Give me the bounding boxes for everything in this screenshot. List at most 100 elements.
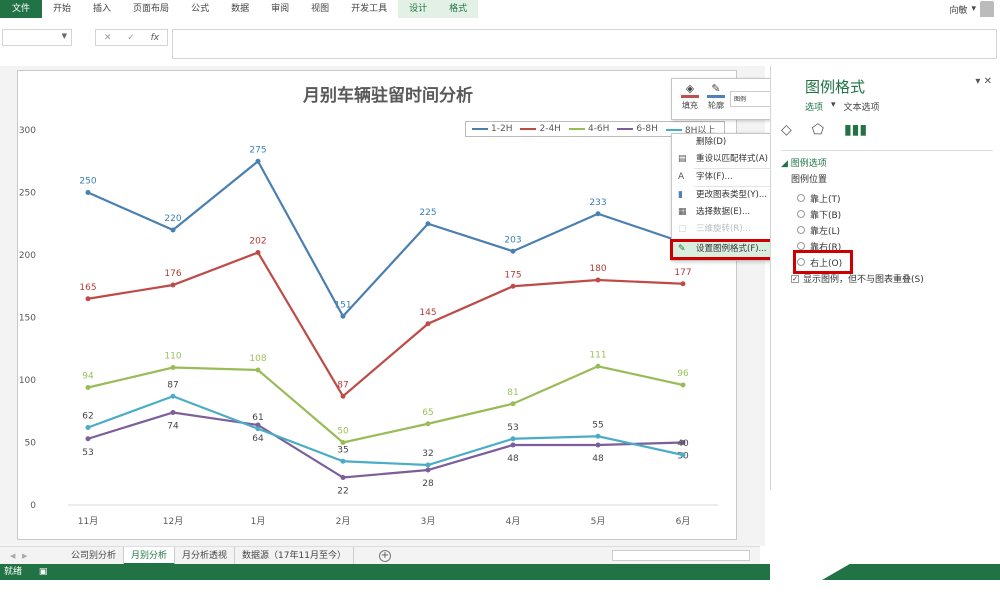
close-icon[interactable]: ▾ ✕ (975, 76, 992, 87)
tab-data[interactable]: 数据 (231, 4, 250, 14)
tab-developer[interactable]: 开发工具 (351, 4, 388, 14)
menu-item-delete[interactable]: 删除(D) (696, 137, 727, 147)
menu-item-select-data[interactable]: ▦ 选择数据(E)... (672, 204, 779, 221)
data-point[interactable] (170, 227, 176, 233)
data-point[interactable] (255, 422, 261, 428)
series-line[interactable] (87, 395, 684, 467)
tab-insert[interactable]: 插入 (93, 4, 112, 14)
data-point[interactable] (510, 401, 516, 407)
data-point[interactable] (425, 321, 431, 327)
menu-item-font[interactable]: A 字体(F)... (672, 169, 779, 186)
sheet-tab-monthly[interactable]: 月别分析 (124, 546, 176, 565)
data-point[interactable] (595, 277, 601, 283)
effects-pentagon-icon[interactable]: ⬠ (811, 122, 824, 138)
horizontal-scrollbar[interactable] (612, 550, 750, 561)
tab-view[interactable]: 视图 (311, 4, 330, 14)
user-account[interactable]: 向敏 ▾ (949, 0, 994, 18)
legend-item[interactable]: 1-2H (472, 124, 512, 134)
series-line[interactable] (87, 365, 684, 444)
data-point[interactable] (510, 248, 516, 254)
data-point[interactable] (85, 296, 91, 302)
legend-options-bar-icon[interactable]: ▮▮▮ (843, 122, 868, 138)
data-point[interactable] (680, 281, 686, 287)
data-point[interactable] (510, 283, 516, 289)
tab-legend-options[interactable]: 选项 (805, 103, 824, 113)
data-point[interactable] (255, 250, 261, 255)
data-point[interactable] (255, 426, 261, 432)
series-line[interactable] (87, 411, 684, 479)
radio-right[interactable]: 靠右(R) (797, 238, 849, 254)
fill-button[interactable]: ◈ 填充 (678, 82, 702, 111)
chart-title[interactable]: 月别车辆驻留时间分析 (303, 86, 473, 106)
data-point[interactable] (85, 385, 91, 390)
chart-plot-area[interactable]: 0 50 100 150 200 250 300 11月 12月 1月 2月 3月 4月 5月 6月 250 2… (18, 71, 738, 541)
sheet-tab-datasource[interactable]: 数据源（17年11月至今） (235, 546, 354, 565)
data-point[interactable] (425, 221, 431, 227)
sheet-tab-pivot[interactable]: 月分析透视 (175, 546, 236, 565)
data-point[interactable] (510, 436, 516, 442)
data-point[interactable] (680, 440, 686, 445)
chevron-down-icon[interactable]: ▾ (975, 76, 981, 87)
legend-item[interactable]: 4-6H (568, 124, 609, 134)
data-point[interactable] (340, 313, 346, 319)
tab-page-layout[interactable]: 页面布局 (133, 4, 170, 14)
outline-button[interactable]: ✎ 轮廓 (704, 82, 728, 111)
data-point[interactable] (680, 452, 686, 458)
macro-record-icon[interactable]: ▣ (38, 567, 48, 577)
tab-design[interactable]: 设计 (398, 0, 439, 18)
data-point[interactable] (85, 425, 91, 430)
tab-formulas[interactable]: 公式 (191, 4, 210, 14)
tab-review[interactable]: 审阅 (271, 4, 290, 14)
tab-home[interactable]: 开始 (53, 4, 72, 14)
tab-format[interactable]: 格式 (438, 0, 479, 18)
no-overlap-checkbox[interactable]: ✓ 显示图例，但不与图表重叠(S) (791, 274, 924, 285)
data-point[interactable] (255, 158, 261, 164)
radio-top-right[interactable]: 右上(O) (793, 250, 853, 274)
data-point[interactable] (85, 190, 91, 195)
data-point[interactable] (170, 410, 176, 415)
line-chart[interactable]: 月别车辆驻留时间分析 0 50 100 150 200 250 300 11月 12月 1月 2月 3… (17, 70, 737, 540)
add-sheet-icon[interactable]: + (378, 549, 391, 562)
fx-icon[interactable]: fx (150, 32, 160, 43)
fill-line-icon[interactable]: ◇ (781, 122, 792, 138)
name-box[interactable]: ▼ (2, 29, 72, 46)
data-point[interactable] (595, 433, 601, 439)
data-point[interactable] (170, 365, 176, 370)
enter-icon[interactable]: ✓ (127, 32, 135, 43)
data-point[interactable] (340, 393, 346, 399)
sheet-tab-company[interactable]: 公司别分析 (64, 546, 125, 565)
data-point[interactable] (340, 458, 346, 464)
data-point[interactable] (425, 462, 431, 468)
legend-item[interactable]: 6-8H (617, 124, 658, 134)
data-point[interactable] (255, 367, 261, 373)
chart-legend[interactable]: 1-2H 2-4H 4-6H 6-8H 8H以上 (465, 121, 725, 137)
menu-item-format-legend[interactable]: ✎ 设置图例格式(F)... (670, 239, 781, 260)
data-point[interactable] (425, 467, 431, 473)
data-point[interactable] (595, 211, 601, 217)
tab-text-options[interactable]: 文本选项 (843, 103, 880, 113)
series-line[interactable] (87, 251, 684, 398)
menu-item-reset-style[interactable]: ▤ 重设以匹配样式(A) (672, 151, 779, 168)
series-line[interactable] (87, 159, 684, 319)
chevron-down-icon[interactable]: ▾ (831, 100, 836, 110)
data-point[interactable] (680, 382, 686, 388)
data-point[interactable] (425, 421, 431, 427)
data-point[interactable] (85, 436, 91, 442)
sheet-nav-arrows[interactable]: ◀ ▶ (10, 551, 28, 560)
data-point[interactable] (510, 442, 516, 448)
cancel-icon[interactable]: ✕ (103, 32, 112, 43)
data-point[interactable] (340, 440, 346, 445)
formula-input[interactable] (172, 29, 997, 59)
data-point[interactable] (170, 393, 176, 399)
radio-top[interactable]: 靠上(T) (797, 190, 849, 206)
legend-item[interactable]: 2-4H (520, 124, 561, 134)
legend-item[interactable]: 8H以上 (665, 123, 715, 136)
data-point[interactable] (340, 475, 346, 480)
data-point[interactable] (595, 363, 601, 369)
menu-item-change-chart-type[interactable]: ▮ 更改图表类型(Y)... (672, 187, 779, 204)
section-legend-options[interactable]: ◢ 图例选项 (781, 159, 827, 169)
tab-file[interactable]: 文件 (0, 0, 43, 18)
radio-left[interactable]: 靠左(L) (797, 222, 849, 238)
data-point[interactable] (170, 282, 176, 288)
data-point[interactable] (595, 442, 601, 448)
